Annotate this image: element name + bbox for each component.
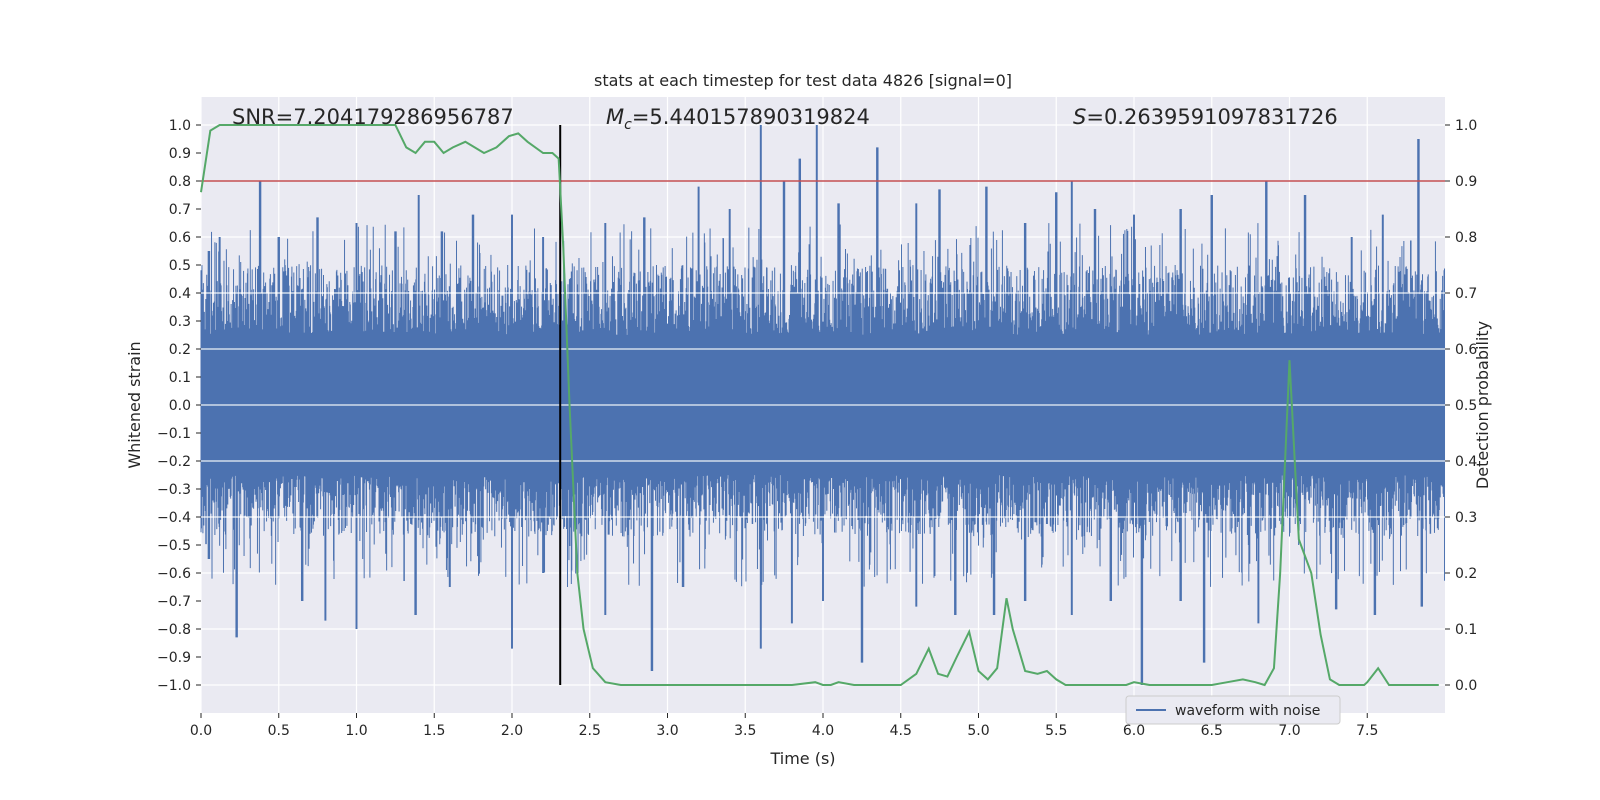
y-left-tick-label: −1.0 xyxy=(157,678,191,694)
y-left-tick-label: −0.9 xyxy=(157,650,191,666)
y-right-tick-label: 0.6 xyxy=(1455,342,1477,358)
chirp-mass-annotation: Mc=5.440157890319824 xyxy=(606,105,870,133)
x-tick-label: 3.0 xyxy=(656,723,678,739)
y-left-tick-label: −0.6 xyxy=(157,566,191,582)
x-tick-label: 1.0 xyxy=(345,723,367,739)
legend-entry: waveform with noise xyxy=(1175,703,1320,719)
probability-series xyxy=(200,124,1439,687)
y-right-axis-label: Detection probability xyxy=(1473,321,1492,489)
y-right-tick-label: 0.1 xyxy=(1455,622,1477,638)
y-left-tick-label: −0.4 xyxy=(157,510,191,526)
waveform-series xyxy=(200,125,1446,685)
s-value: =0.2639591097831726 xyxy=(1086,105,1337,129)
x-tick-label: 4.0 xyxy=(812,723,834,739)
y-left-tick-label: −0.1 xyxy=(157,426,191,442)
y-right-tick-label: 1.0 xyxy=(1455,118,1477,134)
y-right-axis-ticks: 0.0 0.1 0.2 0.3 0.4 0.5 0.6 0.7 0.8 0.9 1.0 xyxy=(1445,118,1477,694)
y-right-tick-label: 0.5 xyxy=(1455,398,1477,414)
x-axis-ticks: 0.0 0.5 1.0 1.5 2.0 2.5 3.0 3.5 4.0 4.5 5.0 5.5 6.0 6… xyxy=(190,713,1378,739)
x-tick-label: 5.0 xyxy=(967,723,989,739)
y-left-tick-label: 0.5 xyxy=(169,258,191,274)
x-tick-label: 0.0 xyxy=(190,723,212,739)
x-tick-label: 5.5 xyxy=(1045,723,1067,739)
y-left-tick-label: −0.3 xyxy=(157,482,191,498)
y-right-tick-label: 0.9 xyxy=(1455,174,1477,190)
detection-probability-line xyxy=(200,124,1439,687)
y-left-tick-label: −0.5 xyxy=(157,538,191,554)
y-left-tick-label: −0.2 xyxy=(157,454,191,470)
x-tick-label: 2.5 xyxy=(579,723,601,739)
chirp-mass-subscript: c xyxy=(624,117,632,133)
y-right-tick-label: 0.4 xyxy=(1455,454,1477,470)
y-right-tick-label: 0.2 xyxy=(1455,566,1477,582)
chirp-mass-symbol: M xyxy=(606,105,624,129)
y-left-tick-label: 1.0 xyxy=(169,118,191,134)
snr-annotation: SNR=7.204179286956787 xyxy=(232,105,514,129)
legend: waveform with noise xyxy=(1125,695,1341,725)
x-tick-label: 6.5 xyxy=(1201,723,1223,739)
y-left-axis-label: Whitened strain xyxy=(125,341,144,468)
y-left-tick-label: 0.7 xyxy=(169,202,191,218)
y-left-tick-label: −0.8 xyxy=(157,622,191,638)
y-left-axis-ticks: −1.0 −0.9 −0.8 −0.7 −0.6 −0.5 −0.4 −0.3 −0.2 −0.1… xyxy=(157,118,201,694)
x-tick-label: 7.5 xyxy=(1356,723,1378,739)
legend-box xyxy=(1125,695,1341,725)
y-left-tick-label: 0.9 xyxy=(169,146,191,162)
chirp-mass-value: =5.440157890319824 xyxy=(632,105,870,129)
x-tick-label: 7.0 xyxy=(1278,723,1300,739)
chart-title: stats at each timestep for test data 482… xyxy=(594,71,1012,90)
y-right-tick-label: 0.3 xyxy=(1455,510,1477,526)
y-left-tick-label: 0.4 xyxy=(169,286,191,302)
x-axis-label: Time (s) xyxy=(769,749,835,768)
x-tick-label: 1.5 xyxy=(423,723,445,739)
y-right-tick-label: 0.0 xyxy=(1455,678,1477,694)
y-right-tick-label: 0.7 xyxy=(1455,286,1477,302)
y-left-tick-label: 0.6 xyxy=(169,230,191,246)
x-tick-label: 2.0 xyxy=(501,723,523,739)
overlay-lines xyxy=(201,125,1445,685)
y-left-tick-label: 0.1 xyxy=(169,370,191,386)
y-left-tick-label: 0.8 xyxy=(169,174,191,190)
s-symbol: S xyxy=(1073,105,1086,129)
x-tick-label: 0.5 xyxy=(268,723,290,739)
y-left-tick-label: 0.3 xyxy=(169,314,191,330)
y-right-tick-label: 0.8 xyxy=(1455,230,1477,246)
x-tick-label: 3.5 xyxy=(734,723,756,739)
y-left-tick-label: 0.0 xyxy=(169,398,191,414)
x-tick-label: 4.5 xyxy=(890,723,912,739)
y-left-tick-label: −0.7 xyxy=(157,594,191,610)
y-left-tick-label: 0.2 xyxy=(169,342,191,358)
s-annotation: S=0.2639591097831726 xyxy=(1073,105,1338,129)
x-tick-label: 6.0 xyxy=(1123,723,1145,739)
